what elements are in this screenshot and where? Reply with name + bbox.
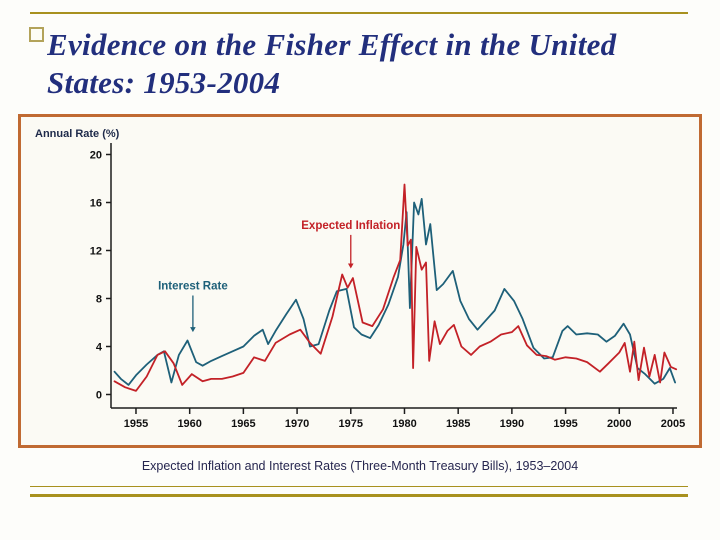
bottom-divider-thick [30,494,688,497]
annotation-label-expected-inflation: Expected Inflation [301,220,400,232]
top-divider [30,12,688,14]
x-tick-label: 1970 [285,418,309,430]
x-tick-label: 1975 [339,418,363,430]
chart-caption: Expected Inflation and Interest Rates (T… [141,459,579,473]
annotation-arrowhead-interest-rate [190,327,196,333]
x-tick-label: 2005 [661,418,685,430]
x-tick-label: 1955 [124,418,148,430]
y-tick-label: 20 [90,150,102,162]
y-tick-label: 0 [96,390,102,402]
title-bullet-square-icon [29,27,44,42]
series-line-expected-inflation [113,183,678,392]
bottom-divider-thin [30,486,688,487]
x-tick-label: 2000 [607,418,631,430]
x-tick-label: 1980 [392,418,416,430]
y-axis-label: Annual Rate (%) [35,128,120,140]
y-tick-label: 8 [96,294,102,306]
slide-title-line1: Evidence on the Fisher Effect in the Uni… [47,27,617,62]
fisher-effect-chart: Annual Rate (%) 0 4 8 12 16 20 1955 1960 1965 1970… [35,128,685,430]
annotation-arrowhead-expected-inflation [347,263,354,269]
slide-title: Evidence on the Fisher Effect in the Uni… [47,26,720,102]
y-tick-label: 12 [90,246,102,258]
x-tick-label: 1960 [177,418,201,430]
x-tick-label: 1965 [231,418,255,430]
slide-title-line2: States: 1953-2004 [47,65,281,100]
y-tick-label: 4 [96,342,103,354]
annotation-label-interest-rate: Interest Rate [158,281,228,293]
x-tick-label: 1995 [553,418,577,430]
x-tick-label: 1990 [500,418,524,430]
x-tick-label: 1985 [446,418,470,430]
y-tick-label: 16 [90,198,102,210]
chart-frame: Annual Rate (%) 0 4 8 12 16 20 1955 1960 1965 1970… [18,114,702,448]
